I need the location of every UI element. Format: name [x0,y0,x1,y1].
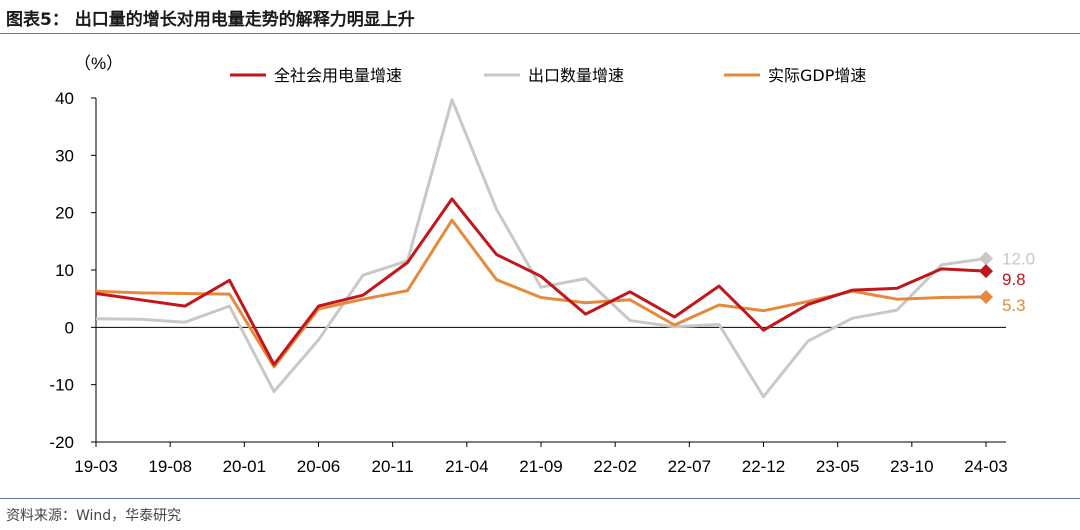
y-tick-label: -10 [49,376,74,395]
x-tick-label: 21-09 [519,457,562,476]
end-value-label-1: 12.0 [1002,250,1035,269]
series-layer: 9.812.0 5.3 [95,98,1035,399]
x-tick-label: 23-05 [816,457,859,476]
title-divider [0,33,1080,34]
x-tick-label: 20-01 [223,457,266,476]
x-tick-label: 24-03 [964,457,1007,476]
series-end-marker-1 [979,251,993,266]
y-tick-label: -20 [49,433,74,452]
x-tick-label: 20-11 [372,457,414,476]
y-tick-label: 30 [55,146,74,165]
y-axis-unit-label: （%） [74,54,123,73]
x-tick-label: 19-08 [148,457,191,476]
x-tick-label: 19-03 [74,457,117,476]
series-line-1 [95,98,987,399]
axes: -20 -10 0 10 20 30 40 19-03 19-08 20-01 20-06 20-11… [49,89,1007,476]
x-tick-label: 22-12 [742,457,785,476]
chart-title: 图表5： 出口量的增长对用电量走势的解释力明显上升 [6,10,415,30]
legend-label-2: 实际GDP增速 [768,66,866,85]
x-tick-label: 21-04 [445,457,488,476]
footer-divider [0,498,1080,499]
series-line-2 [95,218,987,369]
legend-label-0: 全社会用电量增速 [274,66,402,85]
end-value-label-0: 9.8 [1002,270,1026,289]
legend-label-1: 出口数量增速 [528,66,624,85]
x-tick-label: 22-02 [593,457,636,476]
x-tick-label: 22-07 [668,457,711,476]
series-end-marker-2 [979,289,993,304]
y-tick-label: 10 [55,261,74,280]
legend: 全社会用电量增速 出口数量增速 实际GDP增速 [230,66,866,85]
y-tick-label: 0 [65,318,74,337]
x-tick-label: 23-10 [890,457,933,476]
end-value-label-2: 5.3 [1002,296,1026,315]
x-tick-label: 20-06 [297,457,340,476]
series-line-0 [95,197,987,367]
source-note: 资料来源：Wind，华泰研究 [6,508,182,524]
series-end-marker-0 [979,264,993,279]
line-chart: -20 -10 0 10 20 30 40 19-03 19-08 20-01 20-06 20-11… [49,54,1035,476]
y-tick-label: 20 [55,204,74,223]
title-bar: 图表5： 出口量的增长对用电量走势的解释力明显上升 [0,0,1080,34]
y-tick-label: 40 [55,89,74,108]
